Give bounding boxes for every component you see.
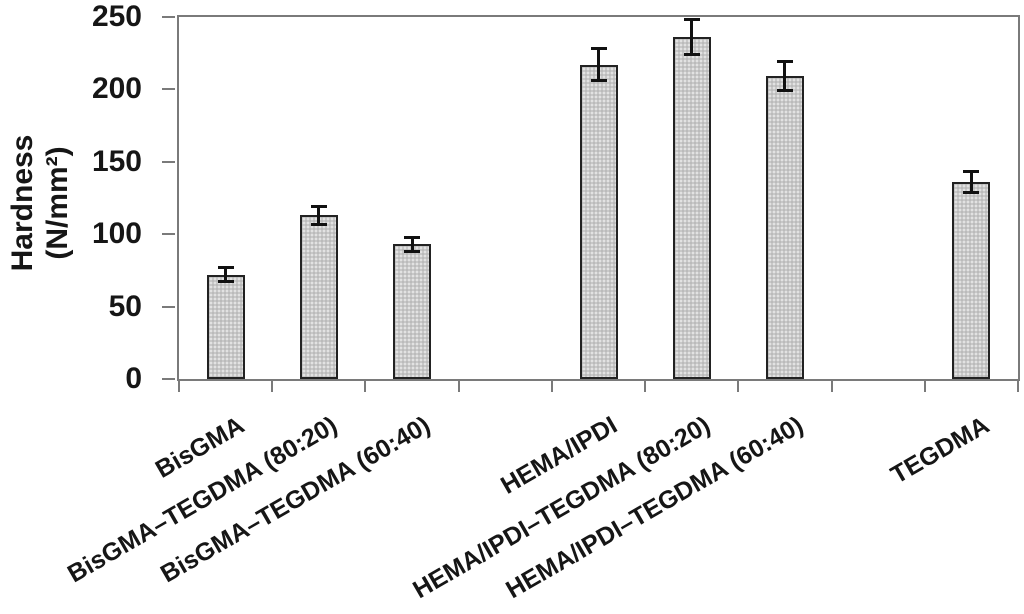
y-axis-tick: [162, 16, 175, 18]
bar: [952, 182, 991, 379]
x-axis-tick: [1017, 381, 1019, 392]
y-tick-label: 200: [91, 72, 142, 106]
x-axis-tick: [924, 381, 926, 392]
x-axis-tick: [271, 381, 273, 392]
error-bar-line: [317, 206, 321, 225]
error-bar-cap: [776, 89, 793, 93]
error-bar-line: [410, 237, 414, 252]
bar: [393, 244, 432, 379]
bar: [765, 76, 804, 379]
x-axis-tick: [178, 381, 180, 392]
y-axis-tick: [162, 160, 175, 163]
x-axis-tick: [364, 381, 366, 392]
bar: [672, 37, 711, 379]
error-bar-cap: [963, 170, 980, 174]
y-axis-tick: [162, 233, 175, 236]
y-tick-label: 100: [91, 217, 142, 251]
error-bar-line: [224, 267, 228, 282]
y-axis-tick: [162, 88, 175, 91]
error-bar-cap: [404, 250, 421, 254]
bar: [299, 215, 338, 379]
error-bar-cap: [590, 79, 607, 83]
y-axis-tick: [162, 305, 175, 308]
y-tick-label: 250: [91, 0, 142, 33]
error-bar-line: [690, 19, 694, 55]
x-axis-tick: [737, 381, 739, 392]
y-axis-tick: [162, 378, 175, 380]
bar: [579, 65, 618, 379]
error-bar-cap: [776, 60, 793, 64]
y-tick-label: 50: [108, 289, 142, 323]
y-tick-label: 150: [91, 144, 142, 178]
x-axis-tick: [644, 381, 646, 392]
error-bar-cap: [310, 222, 327, 226]
y-tick-label: 0: [125, 362, 142, 395]
error-bar-cap: [217, 266, 234, 270]
error-bar-cap: [963, 190, 980, 194]
error-bar-cap: [683, 53, 700, 57]
error-bar-line: [597, 48, 600, 81]
error-bar-line: [969, 171, 973, 193]
bar: [206, 275, 245, 379]
x-axis-tick: [831, 381, 833, 392]
error-bar-cap: [217, 280, 234, 284]
error-bar-cap: [683, 18, 700, 22]
plot-area: [162, 15, 1020, 392]
error-bar-cap: [590, 47, 607, 51]
x-axis-tick: [551, 381, 553, 392]
error-bar-cap: [310, 205, 327, 209]
error-bar-cap: [404, 235, 421, 239]
x-axis-tick: [458, 381, 460, 392]
error-bar-line: [783, 61, 787, 91]
